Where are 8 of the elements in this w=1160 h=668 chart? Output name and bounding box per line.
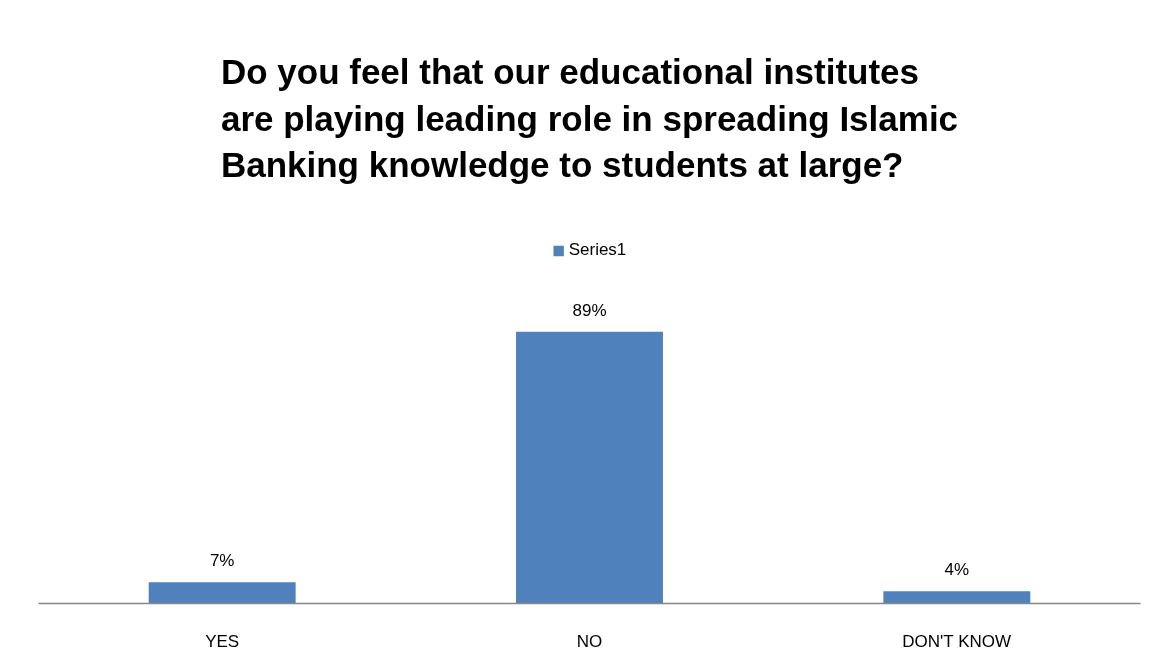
- chart-title: Do you feel that our educational institutes are playing leading role in spreading Islamic Banking knowledge to students at large?: [220, 51, 959, 185]
- x-tick-label: NO: [576, 631, 603, 651]
- data-label: 4%: [944, 560, 970, 580]
- x-tick-label: DON'T KNOW: [902, 631, 1012, 651]
- data-label: 89%: [572, 300, 607, 320]
- data-label: 7%: [209, 551, 235, 571]
- legend-label: Series1: [568, 240, 627, 260]
- x-tick-label: YES: [205, 631, 240, 651]
